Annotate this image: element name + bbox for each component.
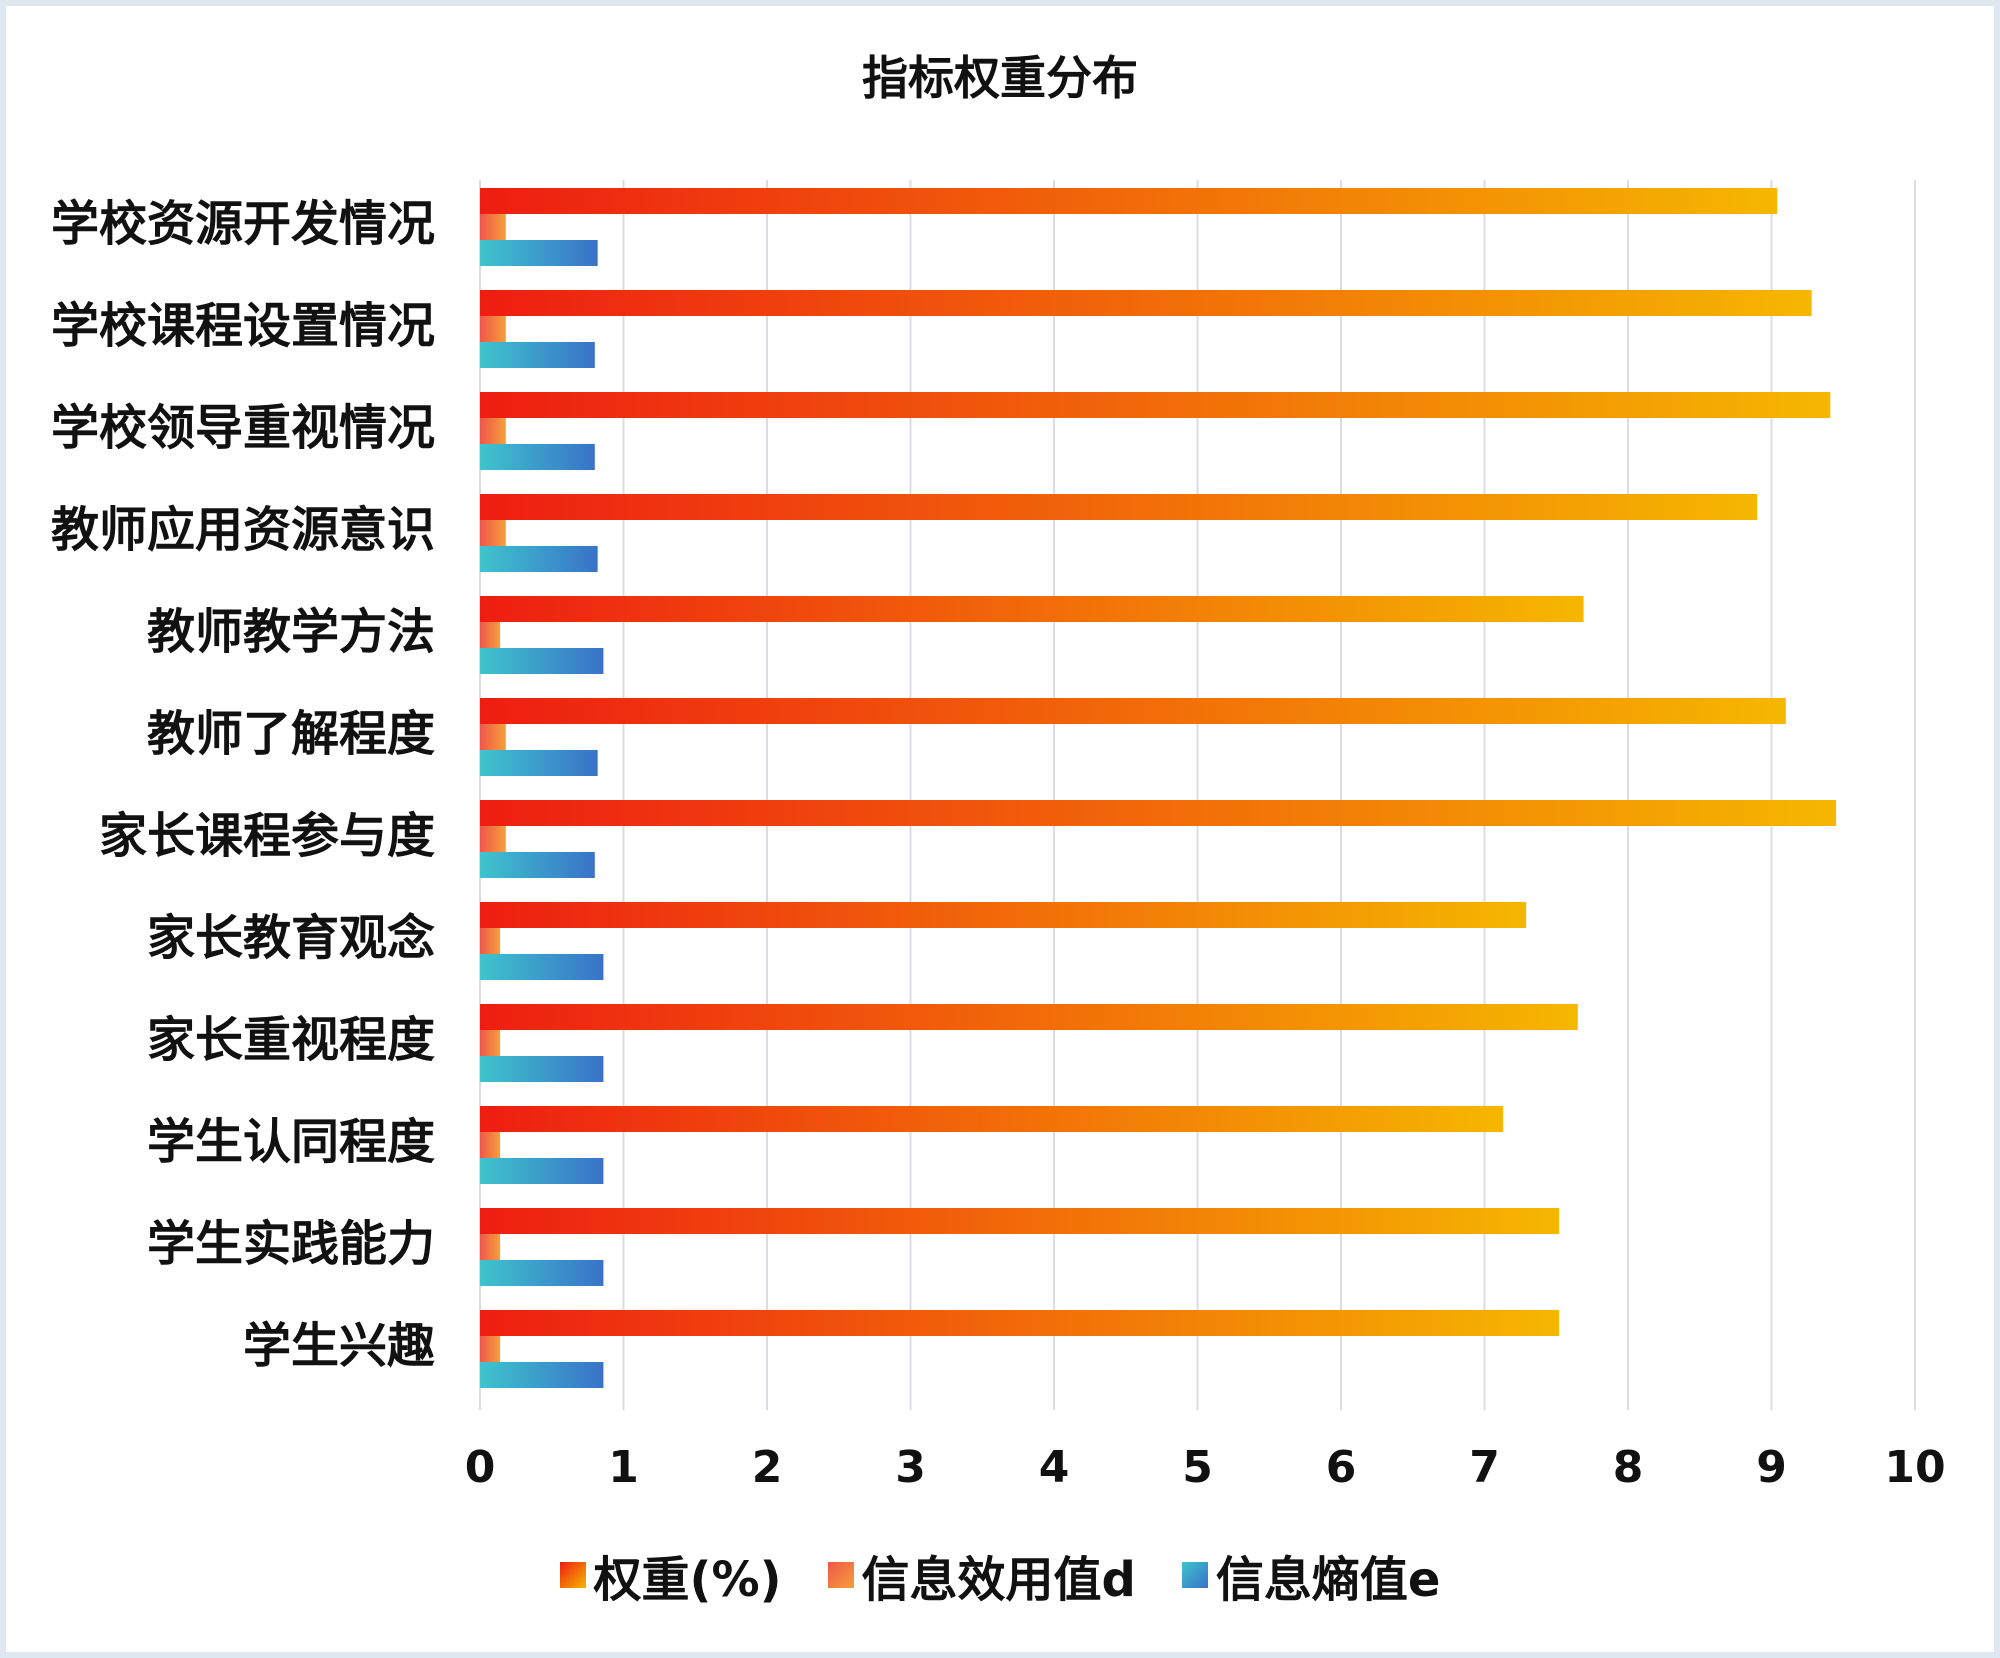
legend-swatch-weight: [559, 1562, 586, 1588]
bar-series-2: [480, 1158, 604, 1184]
bar-series-1: [480, 316, 506, 342]
x-tick-label: 1: [608, 1442, 639, 1493]
bar-series-2: [480, 750, 598, 776]
legend-item-utility: 信息效用值d: [827, 1540, 1136, 1610]
bar-series-2: [480, 852, 595, 878]
bar-series-0: [480, 494, 1758, 520]
bar-series-1: [480, 520, 506, 546]
bar-series-2: [480, 342, 595, 368]
bar-series-1: [480, 724, 506, 750]
category-label: 教师教学方法: [147, 604, 435, 660]
bar-series-1: [480, 1336, 501, 1362]
bar-series-2: [480, 1056, 604, 1082]
bar-series-0: [480, 1310, 1560, 1336]
legend-swatch-entropy: [1181, 1562, 1208, 1588]
bar-series-0: [480, 1106, 1504, 1132]
category-label: 教师应用资源意识: [51, 502, 435, 558]
category-label: 学生实践能力: [147, 1216, 435, 1272]
bar-series-1: [480, 1030, 501, 1056]
bar-series-2: [480, 546, 598, 572]
bar-series-1: [480, 928, 501, 954]
bar-series-0: [480, 902, 1527, 928]
bar-series-0: [480, 188, 1778, 214]
category-label: 学生认同程度: [147, 1114, 435, 1170]
bar-series-0: [480, 1004, 1578, 1030]
bar-series-2: [480, 1362, 604, 1388]
legend-label-weight: 权重(%): [593, 1552, 782, 1608]
bar-series-1: [480, 826, 506, 852]
category-label: 家长重视程度: [147, 1012, 435, 1068]
x-tick-label: 5: [1182, 1442, 1213, 1493]
category-label: 家长课程参与度: [99, 808, 435, 864]
x-tick-label: 4: [1039, 1442, 1070, 1493]
x-tick-label: 2: [752, 1442, 783, 1493]
category-label: 学生兴趣: [243, 1318, 435, 1374]
x-tick-label: 10: [1884, 1442, 1945, 1493]
category-label: 学校课程设置情况: [51, 298, 435, 354]
legend-label-utility: 信息效用值d: [861, 1552, 1136, 1608]
category-label: 教师了解程度: [147, 706, 435, 762]
bar-series-1: [480, 1234, 501, 1260]
x-tick-label: 7: [1469, 1442, 1500, 1493]
legend-swatch-utility: [827, 1562, 854, 1588]
x-tick-label: 6: [1326, 1442, 1357, 1493]
bar-series-1: [480, 214, 506, 240]
bar-series-0: [480, 392, 1831, 418]
chart-title: 指标权重分布: [862, 51, 1138, 105]
x-tick-label: 3: [895, 1442, 926, 1493]
x-tick-label: 9: [1756, 1442, 1787, 1493]
bar-series-0: [480, 800, 1837, 826]
bar-series-2: [480, 240, 598, 266]
x-tick-label: 0: [465, 1442, 496, 1493]
category-label: 家长教育观念: [147, 910, 435, 966]
bar-series-2: [480, 444, 595, 470]
bar-series-0: [480, 698, 1786, 724]
bar-series-2: [480, 648, 604, 674]
legend: 权重(%) 信息效用值d 信息熵值e: [0, 1540, 2000, 1610]
bar-series-0: [480, 596, 1584, 622]
bar-series-1: [480, 622, 501, 648]
bar-series-0: [480, 1208, 1560, 1234]
bar-series-0: [480, 290, 1812, 316]
bar-series-2: [480, 1260, 604, 1286]
bar-series-1: [480, 418, 506, 444]
legend-label-entropy: 信息熵值e: [1215, 1552, 1441, 1608]
x-tick-label: 8: [1613, 1442, 1644, 1493]
legend-item-weight: 权重(%): [559, 1540, 782, 1610]
category-label: 学校领导重视情况: [51, 400, 435, 456]
category-label: 学校资源开发情况: [51, 196, 435, 252]
bar-series-2: [480, 954, 604, 980]
bar-series-1: [480, 1132, 501, 1158]
legend-item-entropy: 信息熵值e: [1181, 1540, 1441, 1610]
